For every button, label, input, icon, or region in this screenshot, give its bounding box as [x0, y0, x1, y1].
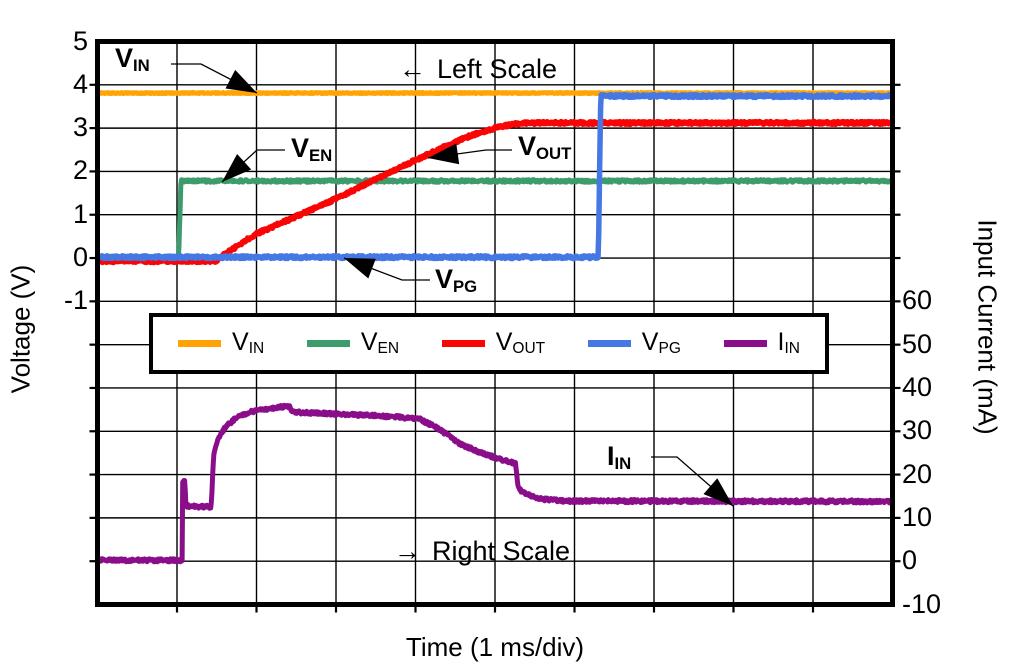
left-tick-3: 3	[72, 112, 88, 143]
left-scale-text: Left Scale	[437, 54, 558, 84]
right-tick-0: 0	[902, 545, 918, 576]
right-tick-10: 10	[902, 501, 933, 532]
vout-legend-swatch	[441, 340, 485, 347]
left-scale-note: ← Left Scale	[399, 54, 557, 85]
right-scale-text: Right Scale	[432, 536, 571, 566]
vpg-trace	[95, 91, 895, 262]
vpg-arrowhead-icon	[344, 258, 376, 279]
left-tick--1: -1	[63, 285, 88, 316]
plot-frame	[95, 39, 895, 607]
vin-arrowhead-icon	[225, 69, 257, 93]
ven-curve-label: VEN	[291, 133, 333, 165]
left-tick-4: 4	[72, 68, 88, 99]
vpg-legend-label: VPG	[641, 327, 681, 357]
vpg-curve-label: VPG	[435, 264, 478, 296]
ven-arrowhead-icon	[222, 154, 252, 182]
right-axis-title: Input Current (mA)	[972, 219, 1003, 435]
right-tick-30: 30	[902, 415, 933, 446]
legend-entry-vout: VOUT	[441, 327, 546, 358]
iin-curve-label: IIN	[607, 441, 632, 473]
right-tick-50: 50	[902, 328, 933, 359]
left-tick-1: 1	[72, 198, 88, 229]
right-tick--10: -10	[902, 588, 942, 619]
vin-legend-swatch	[178, 340, 221, 347]
right-tick-40: 40	[902, 371, 933, 402]
x-axis-title: Time (1 ms/div)	[405, 632, 585, 662]
right-scale-note: → Right Scale	[394, 536, 570, 567]
iin-legend-label: IIN	[777, 327, 800, 357]
vin-legend-label: VIN	[232, 327, 265, 357]
legend-entry-vin: VIN	[178, 327, 265, 358]
vout-curve-label: VOUT	[518, 131, 572, 163]
legend: VIN VEN VOUT VPG IIN	[149, 313, 829, 374]
ven-legend-label: VEN	[360, 327, 400, 357]
ven-trace	[95, 177, 895, 261]
right-tick-60: 60	[902, 285, 933, 316]
left-tick-0: 0	[72, 241, 88, 272]
legend-entry-iin: IIN	[723, 327, 800, 358]
legend-entry-vpg: VPG	[587, 327, 681, 358]
iin-trace	[95, 402, 895, 565]
vpg-legend-swatch	[587, 340, 631, 347]
right-tick-20: 20	[902, 458, 933, 489]
legend-entry-ven: VEN	[306, 327, 400, 358]
iin-arrowhead-icon	[703, 478, 733, 506]
ven-legend-swatch	[306, 340, 350, 347]
vin-curve-label: VIN	[115, 43, 150, 75]
right-arrow-glyph: →	[394, 536, 421, 566]
left-tick-5: 5	[72, 25, 88, 56]
left-arrow-glyph: ←	[399, 54, 426, 84]
left-tick-2: 2	[72, 155, 88, 186]
iin-legend-swatch	[723, 340, 767, 347]
vout-trace	[95, 118, 895, 266]
vout-arrowhead-icon	[428, 143, 460, 165]
vout-legend-label: VOUT	[495, 327, 546, 357]
left-axis-title: Voltage (V)	[5, 264, 36, 394]
